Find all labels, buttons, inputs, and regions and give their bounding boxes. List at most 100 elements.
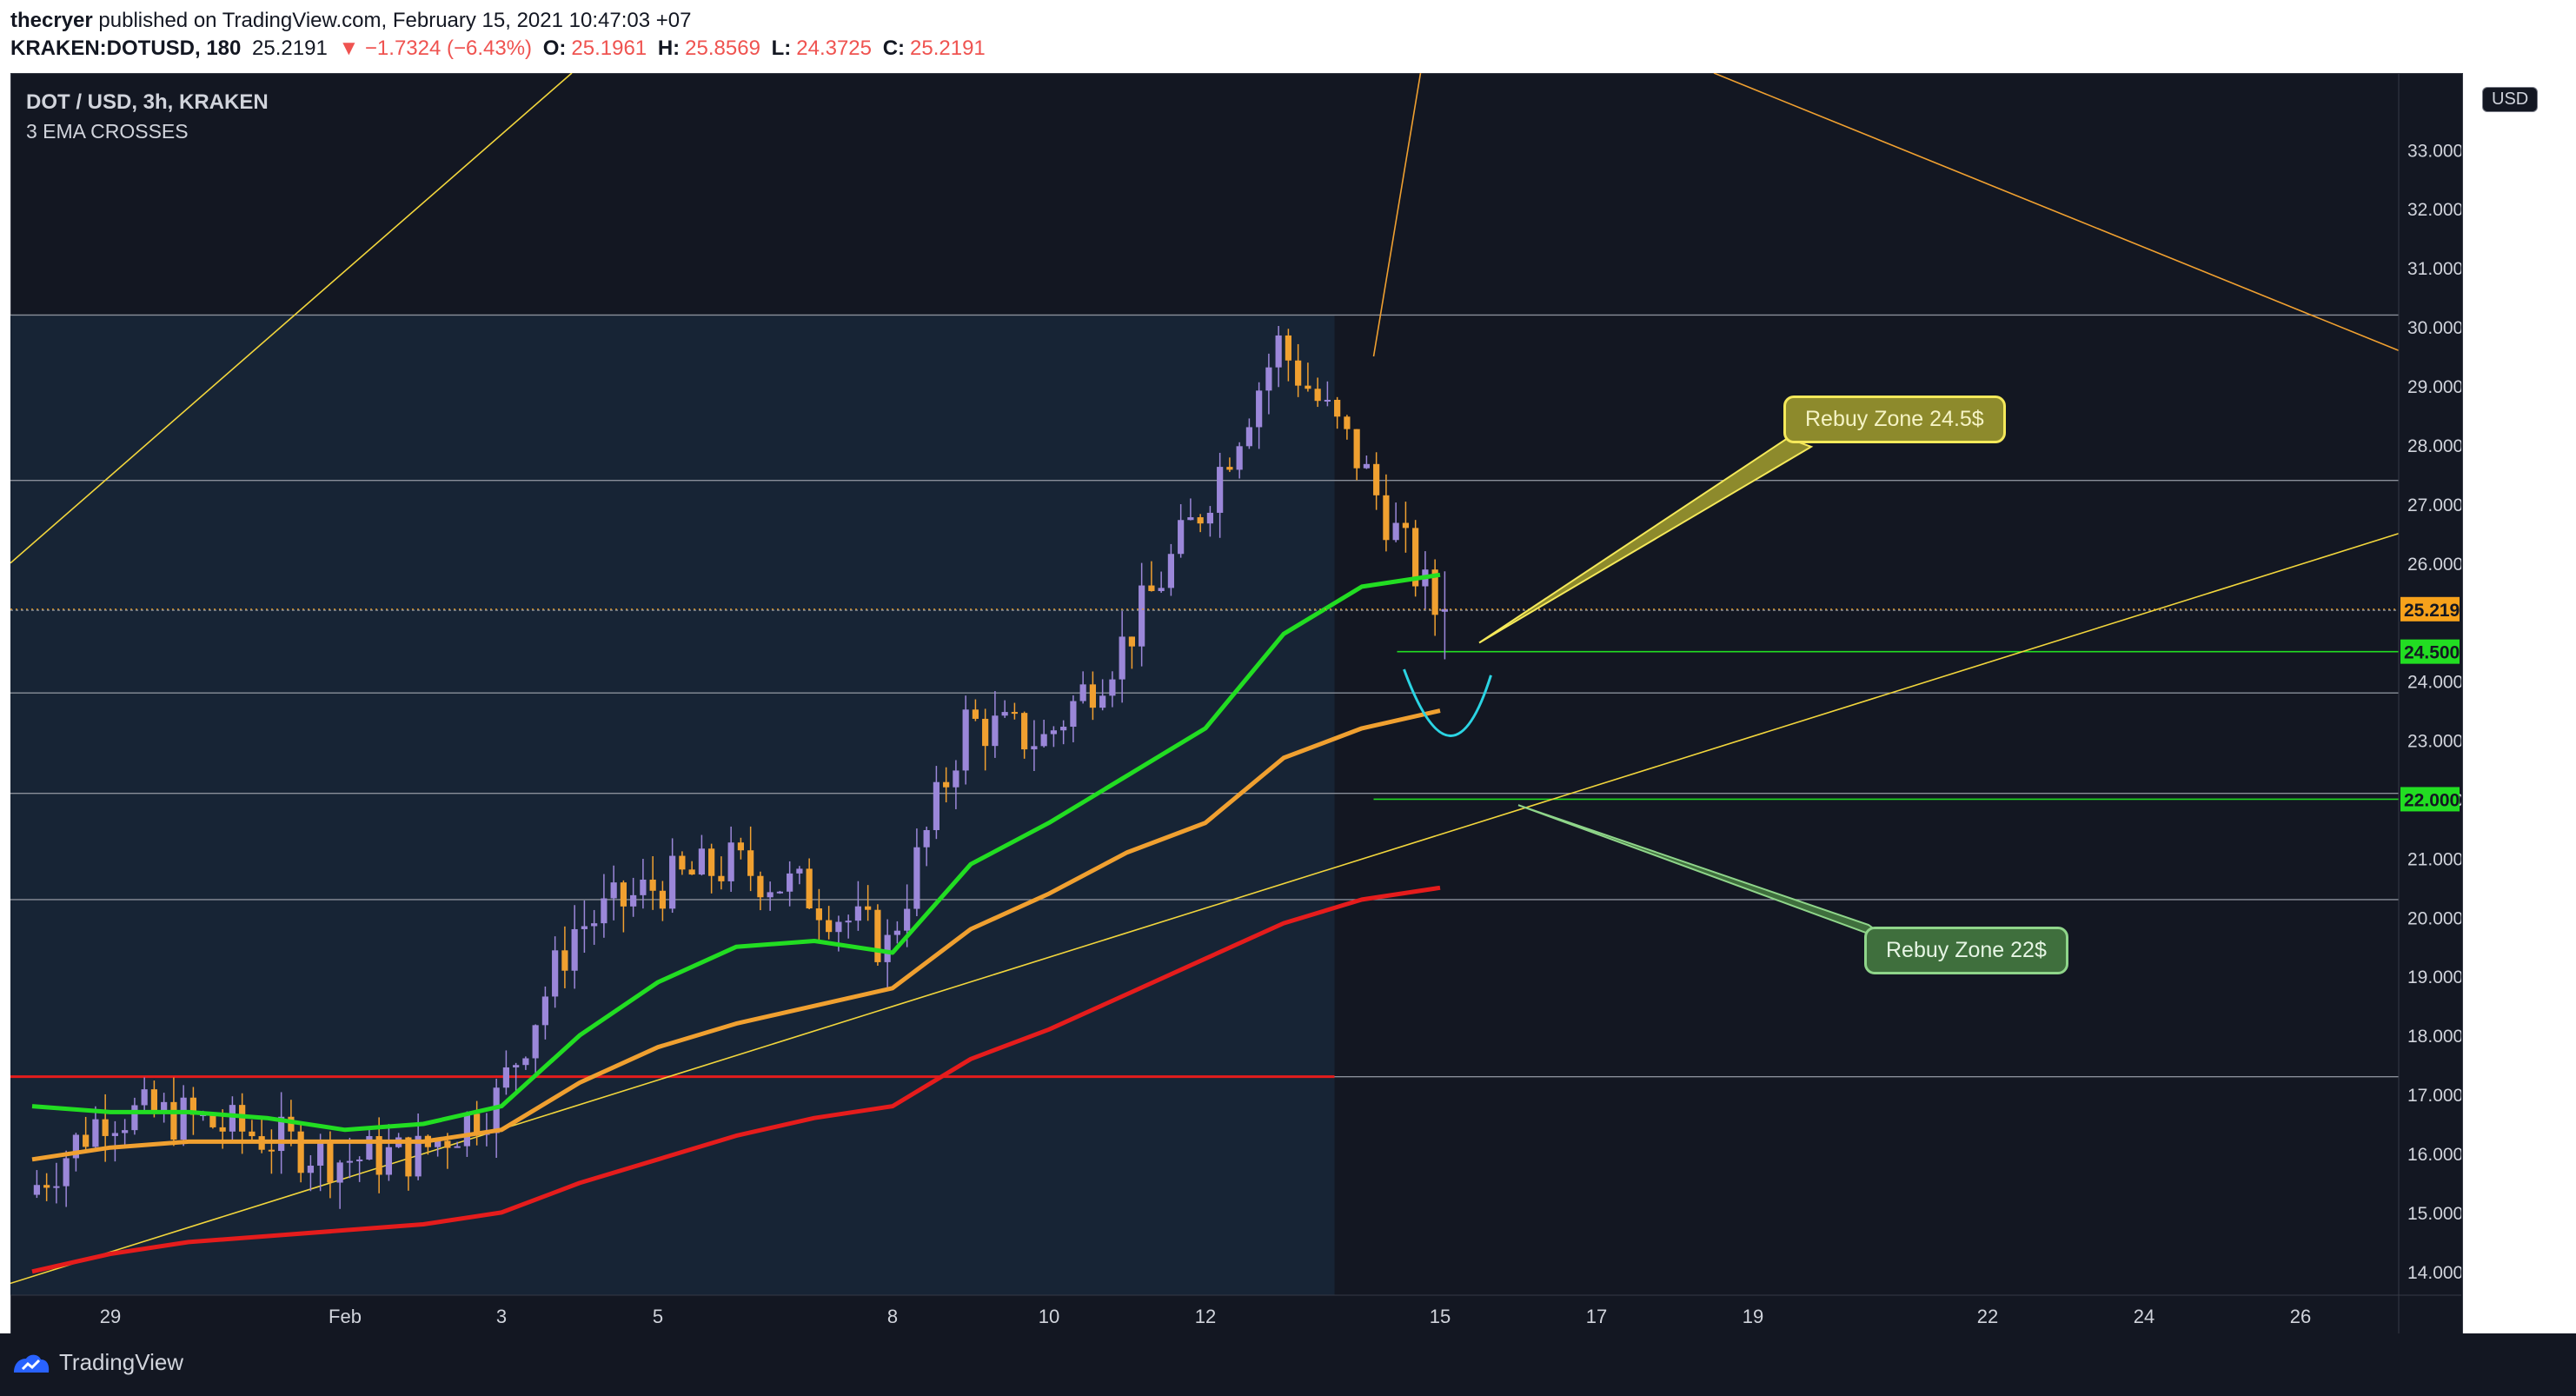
publish-info: thecryer published on TradingView.com, F…	[10, 9, 691, 33]
candle-body	[757, 875, 764, 898]
candle-body	[1119, 636, 1125, 680]
tradingview-brand[interactable]: TradingView	[12, 1349, 183, 1376]
candle-body	[1217, 467, 1224, 513]
candle-body	[209, 1113, 216, 1127]
price-tick-label: 14.0000	[2407, 1263, 2461, 1283]
candle-body	[1070, 701, 1077, 728]
candle-body	[796, 868, 803, 874]
time-tick-label: 26	[2290, 1306, 2311, 1327]
open-label: O:	[542, 37, 567, 60]
candle-body	[541, 996, 548, 1026]
price-tick-label: 21.0000	[2407, 849, 2461, 869]
footer-bar	[0, 1333, 2576, 1396]
candle-body	[161, 1101, 168, 1113]
rebuy-zone-24-callout: Rebuy Zone 24.5$	[1783, 396, 2006, 443]
candle-body	[1256, 390, 1263, 428]
price-tick-label: 24.0000	[2407, 673, 2461, 693]
candle-body	[307, 1166, 314, 1173]
candle-body	[63, 1158, 70, 1187]
candle-body	[1206, 512, 1213, 524]
history-shading	[10, 315, 1335, 1295]
candle-body	[1441, 608, 1448, 612]
candle-body	[229, 1105, 236, 1132]
currency-badge[interactable]: USD	[2482, 87, 2539, 112]
last-price: 25.2191	[252, 37, 328, 60]
candle-body	[72, 1134, 79, 1159]
price-badge	[2400, 639, 2460, 664]
candle-body	[317, 1140, 324, 1167]
price-tick-label: 16.0000	[2407, 1145, 2461, 1165]
candle-body	[845, 921, 852, 923]
publisher-name[interactable]: thecryer	[10, 9, 93, 32]
candle-body	[53, 1186, 60, 1188]
candle-body	[884, 934, 891, 962]
candle-body	[1383, 495, 1390, 541]
candle-body	[904, 908, 911, 931]
candle-body	[1334, 399, 1341, 417]
time-tick-label: 12	[1195, 1306, 1216, 1327]
price-tick-label: 19.0000	[2407, 967, 2461, 987]
candle-body	[747, 850, 754, 876]
candle-body	[415, 1135, 422, 1177]
candle-body	[493, 1087, 500, 1133]
time-tick-label: 5	[653, 1306, 663, 1327]
price-tick-label: 18.0000	[2407, 1027, 2461, 1047]
candle-body	[1265, 367, 1272, 391]
candle-body	[1236, 446, 1243, 470]
price-badge	[2400, 596, 2460, 622]
close-label: C:	[882, 37, 906, 60]
candle-body	[1197, 517, 1204, 524]
candle-body	[435, 1140, 442, 1147]
high-value: 25.8569	[685, 37, 760, 60]
candle-body	[806, 868, 813, 909]
price-tick-label: 27.0000	[2407, 495, 2461, 515]
candle-body	[1285, 335, 1291, 361]
rebuy-zone-22-callout: Rebuy Zone 22$	[1864, 927, 2068, 974]
tradingview-logo-icon	[14, 1354, 50, 1373]
candle-body	[1050, 730, 1057, 735]
low-value: 24.3725	[796, 37, 873, 60]
price-tick-label: 31.0000	[2407, 259, 2461, 279]
candle-body	[561, 950, 568, 971]
candle-body	[953, 770, 959, 788]
time-tick-label: 22	[1977, 1306, 1998, 1327]
price-tick-label: 30.0000	[2407, 318, 2461, 338]
candle-body	[1079, 684, 1086, 701]
indicator-name[interactable]: 3 EMA CROSSES	[26, 120, 189, 143]
time-tick-label: 8	[887, 1306, 898, 1327]
candle-body	[767, 892, 773, 898]
candle-body	[268, 1149, 275, 1152]
candle-body	[1031, 746, 1038, 750]
candle-body	[620, 882, 627, 907]
candle-body	[1139, 585, 1145, 647]
candle-body	[640, 879, 647, 895]
candle-body	[1275, 335, 1282, 368]
price-tick-label: 15.0000	[2407, 1204, 2461, 1224]
price-tick-label: 26.0000	[2407, 555, 2461, 575]
candle-body	[385, 1147, 392, 1175]
open-value: 25.1961	[571, 37, 647, 60]
candle-body	[1344, 416, 1351, 429]
candle-body	[532, 1025, 539, 1059]
trend-line-orange-down	[1713, 73, 2400, 351]
candle-body	[122, 1130, 129, 1133]
time-tick-label: 24	[2134, 1306, 2154, 1327]
price-tick-label: 17.0000	[2407, 1086, 2461, 1106]
price-chart[interactable]: 14.0000 15.0000 16.0000 17.0000 18.0000 19.00…	[10, 73, 2461, 1333]
candle-body	[1295, 360, 1302, 386]
candle-body	[874, 909, 881, 962]
candle-body	[893, 930, 900, 935]
price-change: ▼ −1.7324 (−6.43%)	[338, 37, 533, 60]
candle-body	[502, 1067, 509, 1088]
candle-body	[571, 928, 578, 971]
candle-body	[591, 923, 598, 927]
candle-body	[189, 1097, 196, 1115]
candle-body	[1011, 712, 1018, 715]
candle-body	[1099, 695, 1106, 708]
candle-body	[405, 1137, 412, 1177]
candle-body	[1178, 520, 1185, 555]
candle-body	[1089, 684, 1096, 708]
candle-body	[835, 921, 842, 933]
ohlc-line: KRAKEN:DOTUSD, 180 25.2191 ▼ −1.7324 (−6…	[10, 37, 991, 61]
candle-body	[288, 1116, 295, 1132]
